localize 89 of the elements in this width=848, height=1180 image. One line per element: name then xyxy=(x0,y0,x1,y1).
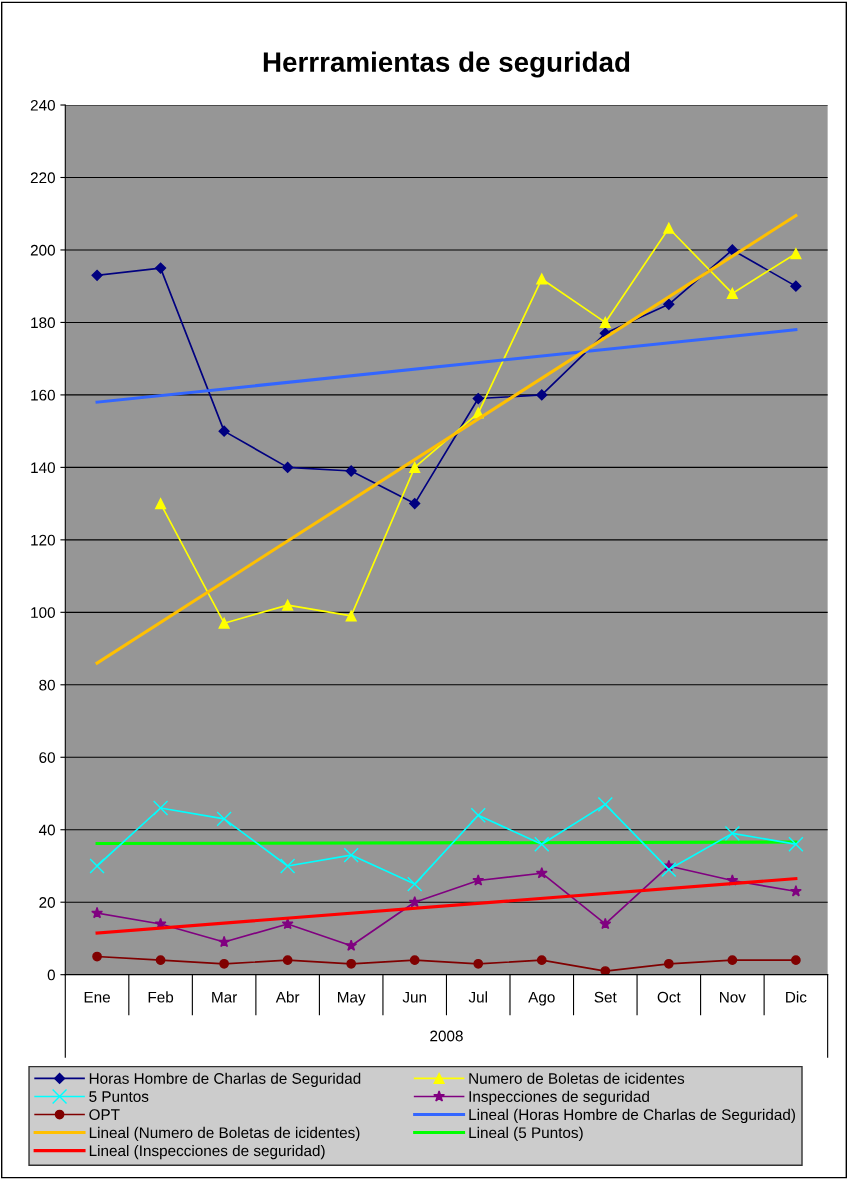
legend-label: Lineal (Horas Hombre de Charlas de Seguridad) xyxy=(469,1108,795,1124)
x-tick-label: Feb xyxy=(148,991,174,1003)
point xyxy=(472,874,485,886)
point xyxy=(407,876,423,892)
point xyxy=(536,389,548,401)
point xyxy=(663,298,675,310)
y-tick-label: 100 xyxy=(31,607,55,619)
point xyxy=(724,825,740,841)
point xyxy=(788,836,804,852)
point xyxy=(408,895,421,908)
point xyxy=(663,958,674,969)
point xyxy=(726,287,738,300)
y-tick-label: 180 xyxy=(31,317,55,329)
point xyxy=(92,951,102,962)
point xyxy=(345,610,357,622)
point xyxy=(280,858,296,874)
y-tick-label: 0 xyxy=(47,969,55,981)
point xyxy=(91,269,103,281)
legend-label: Lineal (Inspecciones de seguridad) xyxy=(89,1144,325,1160)
point xyxy=(346,958,357,969)
point xyxy=(599,917,612,930)
legend-label: Numero de Boletas de icidentes xyxy=(469,1072,685,1084)
x-tick-label: Mar xyxy=(212,991,238,1003)
point xyxy=(218,425,230,437)
point xyxy=(470,807,486,823)
point xyxy=(789,885,802,897)
x-tick-label: Abr xyxy=(275,991,300,1003)
y-tick-label: 220 xyxy=(30,172,55,184)
y-tick-label: 200 xyxy=(30,244,55,256)
point xyxy=(790,248,802,260)
legend-label: Inspecciones de seguridad xyxy=(469,1090,649,1105)
y-tick-label: 160 xyxy=(31,389,55,401)
x-tick-label: Dic xyxy=(786,991,807,1003)
point xyxy=(791,955,801,966)
point xyxy=(218,935,231,948)
y-tick-label: 40 xyxy=(38,824,55,836)
point xyxy=(472,392,484,405)
point xyxy=(661,861,677,878)
x-tick-label: May xyxy=(338,991,366,1006)
point xyxy=(282,461,294,473)
point xyxy=(536,273,548,285)
point xyxy=(345,465,357,477)
point xyxy=(282,599,294,611)
point xyxy=(727,955,738,966)
point xyxy=(536,955,547,966)
point xyxy=(218,617,230,629)
point xyxy=(409,955,420,966)
point xyxy=(216,811,232,827)
point xyxy=(726,244,738,256)
legend-label: 5 Puntos xyxy=(89,1091,149,1102)
point xyxy=(343,847,359,863)
legend-label: OPT xyxy=(89,1109,120,1121)
legend-label: Horas Hombre de Charlas de Seguridad xyxy=(89,1072,361,1087)
x-tick-label: Jul xyxy=(468,991,487,1003)
point xyxy=(599,316,611,328)
x-tick-label: Set xyxy=(594,991,617,1003)
point xyxy=(155,955,166,966)
legend-label: Lineal (5 Puntos) xyxy=(469,1126,583,1142)
point xyxy=(597,796,613,813)
point xyxy=(473,958,484,969)
y-tick-label: 240 xyxy=(30,99,55,111)
x-tick-label: Ene xyxy=(84,991,110,1003)
point xyxy=(219,958,229,969)
legend-label: Lineal (Numero de Boletas de icidentes) xyxy=(89,1126,360,1142)
text: 2008 xyxy=(430,1030,463,1042)
point xyxy=(91,906,104,919)
point xyxy=(409,498,421,510)
y-tick-label: 60 xyxy=(39,752,55,763)
point xyxy=(89,858,105,874)
point xyxy=(535,866,548,879)
point xyxy=(152,800,169,816)
point xyxy=(345,939,358,951)
y-tick-label: 140 xyxy=(31,462,55,474)
y-tick-label: 80 xyxy=(39,679,55,691)
chart-title: Herrramientas de seguridad xyxy=(263,51,630,78)
point xyxy=(790,280,802,292)
x-tick-label: Nov xyxy=(720,991,746,1003)
x-tick-label: Jun xyxy=(402,991,427,1003)
point xyxy=(409,461,421,473)
point xyxy=(534,836,550,852)
point xyxy=(663,222,675,234)
point xyxy=(600,966,611,975)
point xyxy=(154,262,167,274)
y-tick-label: 20 xyxy=(39,897,55,908)
x-tick-label: Ago xyxy=(528,991,555,1006)
x-tick-label: Oct xyxy=(657,991,681,1003)
point xyxy=(155,498,167,510)
point xyxy=(282,955,293,966)
y-tick-label: 120 xyxy=(31,534,55,546)
